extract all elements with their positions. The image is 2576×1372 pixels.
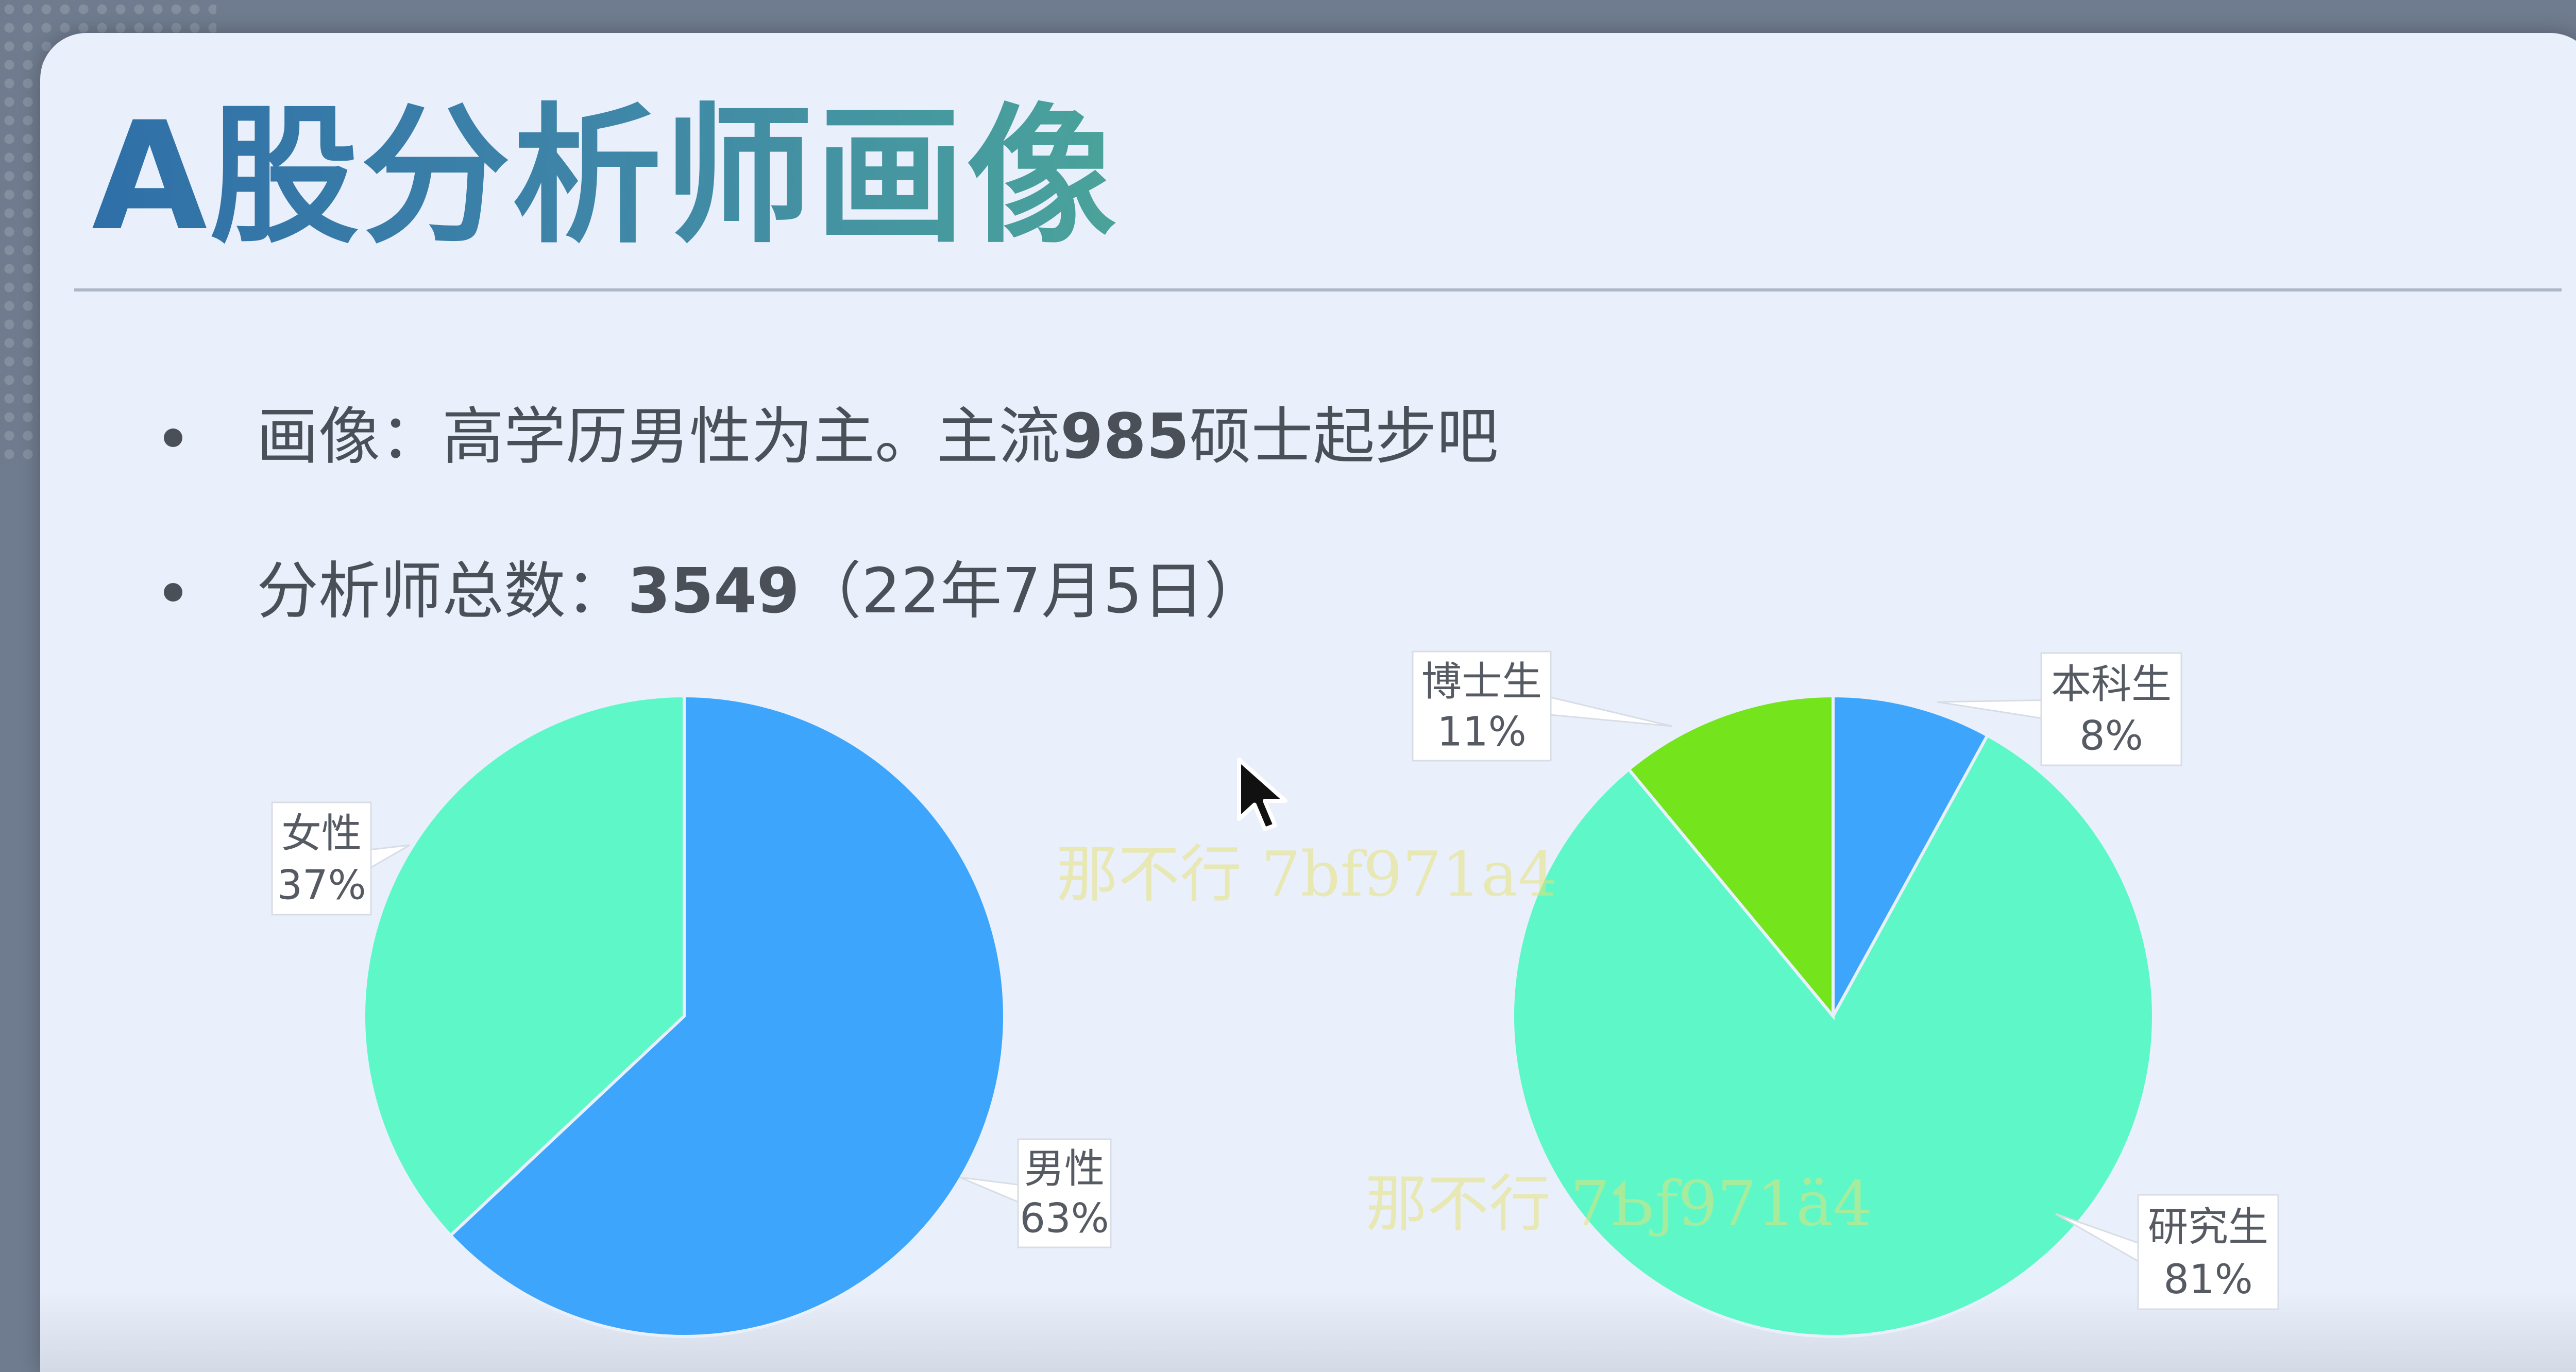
- slice-label: 女性: [281, 811, 362, 857]
- title-divider: [74, 288, 2562, 291]
- slide-title: A股分析师画像: [92, 90, 1118, 264]
- slice-label: 男性: [1024, 1146, 1105, 1192]
- callout-box: [271, 801, 372, 916]
- callout-pointer: [959, 1176, 1019, 1204]
- slice-percent: 11%: [1437, 709, 1526, 755]
- callout-box: [2040, 652, 2182, 766]
- bullet-text-prefix: 画像：高学历男性为主。主流: [257, 401, 1060, 473]
- slice-percent: 63%: [1020, 1196, 1109, 1242]
- bullet-text-suffix: （22年7月5日）: [799, 556, 1266, 627]
- callout-pointer: [2055, 1213, 2139, 1263]
- callout-box: [1017, 1138, 1112, 1248]
- cursor-arrow-icon: [1236, 757, 1293, 836]
- pie-slice-1: [448, 694, 1006, 1338]
- bullet-text-bold: 985: [1060, 401, 1190, 473]
- bullet-text: 分析师总数：3549（22年7月5日）: [257, 553, 1266, 630]
- slice-label: 博士生: [1421, 659, 1542, 705]
- pie-slice-3: [1626, 694, 1835, 1021]
- callout-box: [2137, 1194, 2279, 1310]
- callout-box: [1412, 650, 1552, 762]
- bullet-text-suffix: 硕士起步吧: [1189, 401, 1499, 473]
- pie-slice-2: [1511, 733, 2155, 1338]
- pie-slice-2: [362, 694, 686, 1238]
- bullet-text-bold: 3549: [628, 556, 800, 627]
- bullet-dot: [164, 428, 182, 447]
- slice-percent: 8%: [2079, 713, 2143, 759]
- watermark-text: 那不行 7bf971a4: [1056, 839, 1557, 911]
- callout-pointer: [1937, 699, 2042, 719]
- watermark-text: 那不行 7Ƅƒ971ä4: [1365, 1169, 1873, 1240]
- slice-percent: 81%: [2163, 1257, 2252, 1303]
- slice-label: 研究生: [2148, 1204, 2268, 1250]
- bullet-text-prefix: 分析师总数：: [257, 556, 628, 627]
- bullet-dot: [164, 583, 182, 602]
- pie-slice-1: [1832, 694, 1990, 1017]
- callout-pointer: [1550, 696, 1672, 727]
- bullet-text: 画像：高学历男性为主。主流985硕士起步吧: [257, 399, 1499, 476]
- slice-percent: 37%: [277, 862, 366, 908]
- slice-label: 本科生: [2051, 661, 2172, 708]
